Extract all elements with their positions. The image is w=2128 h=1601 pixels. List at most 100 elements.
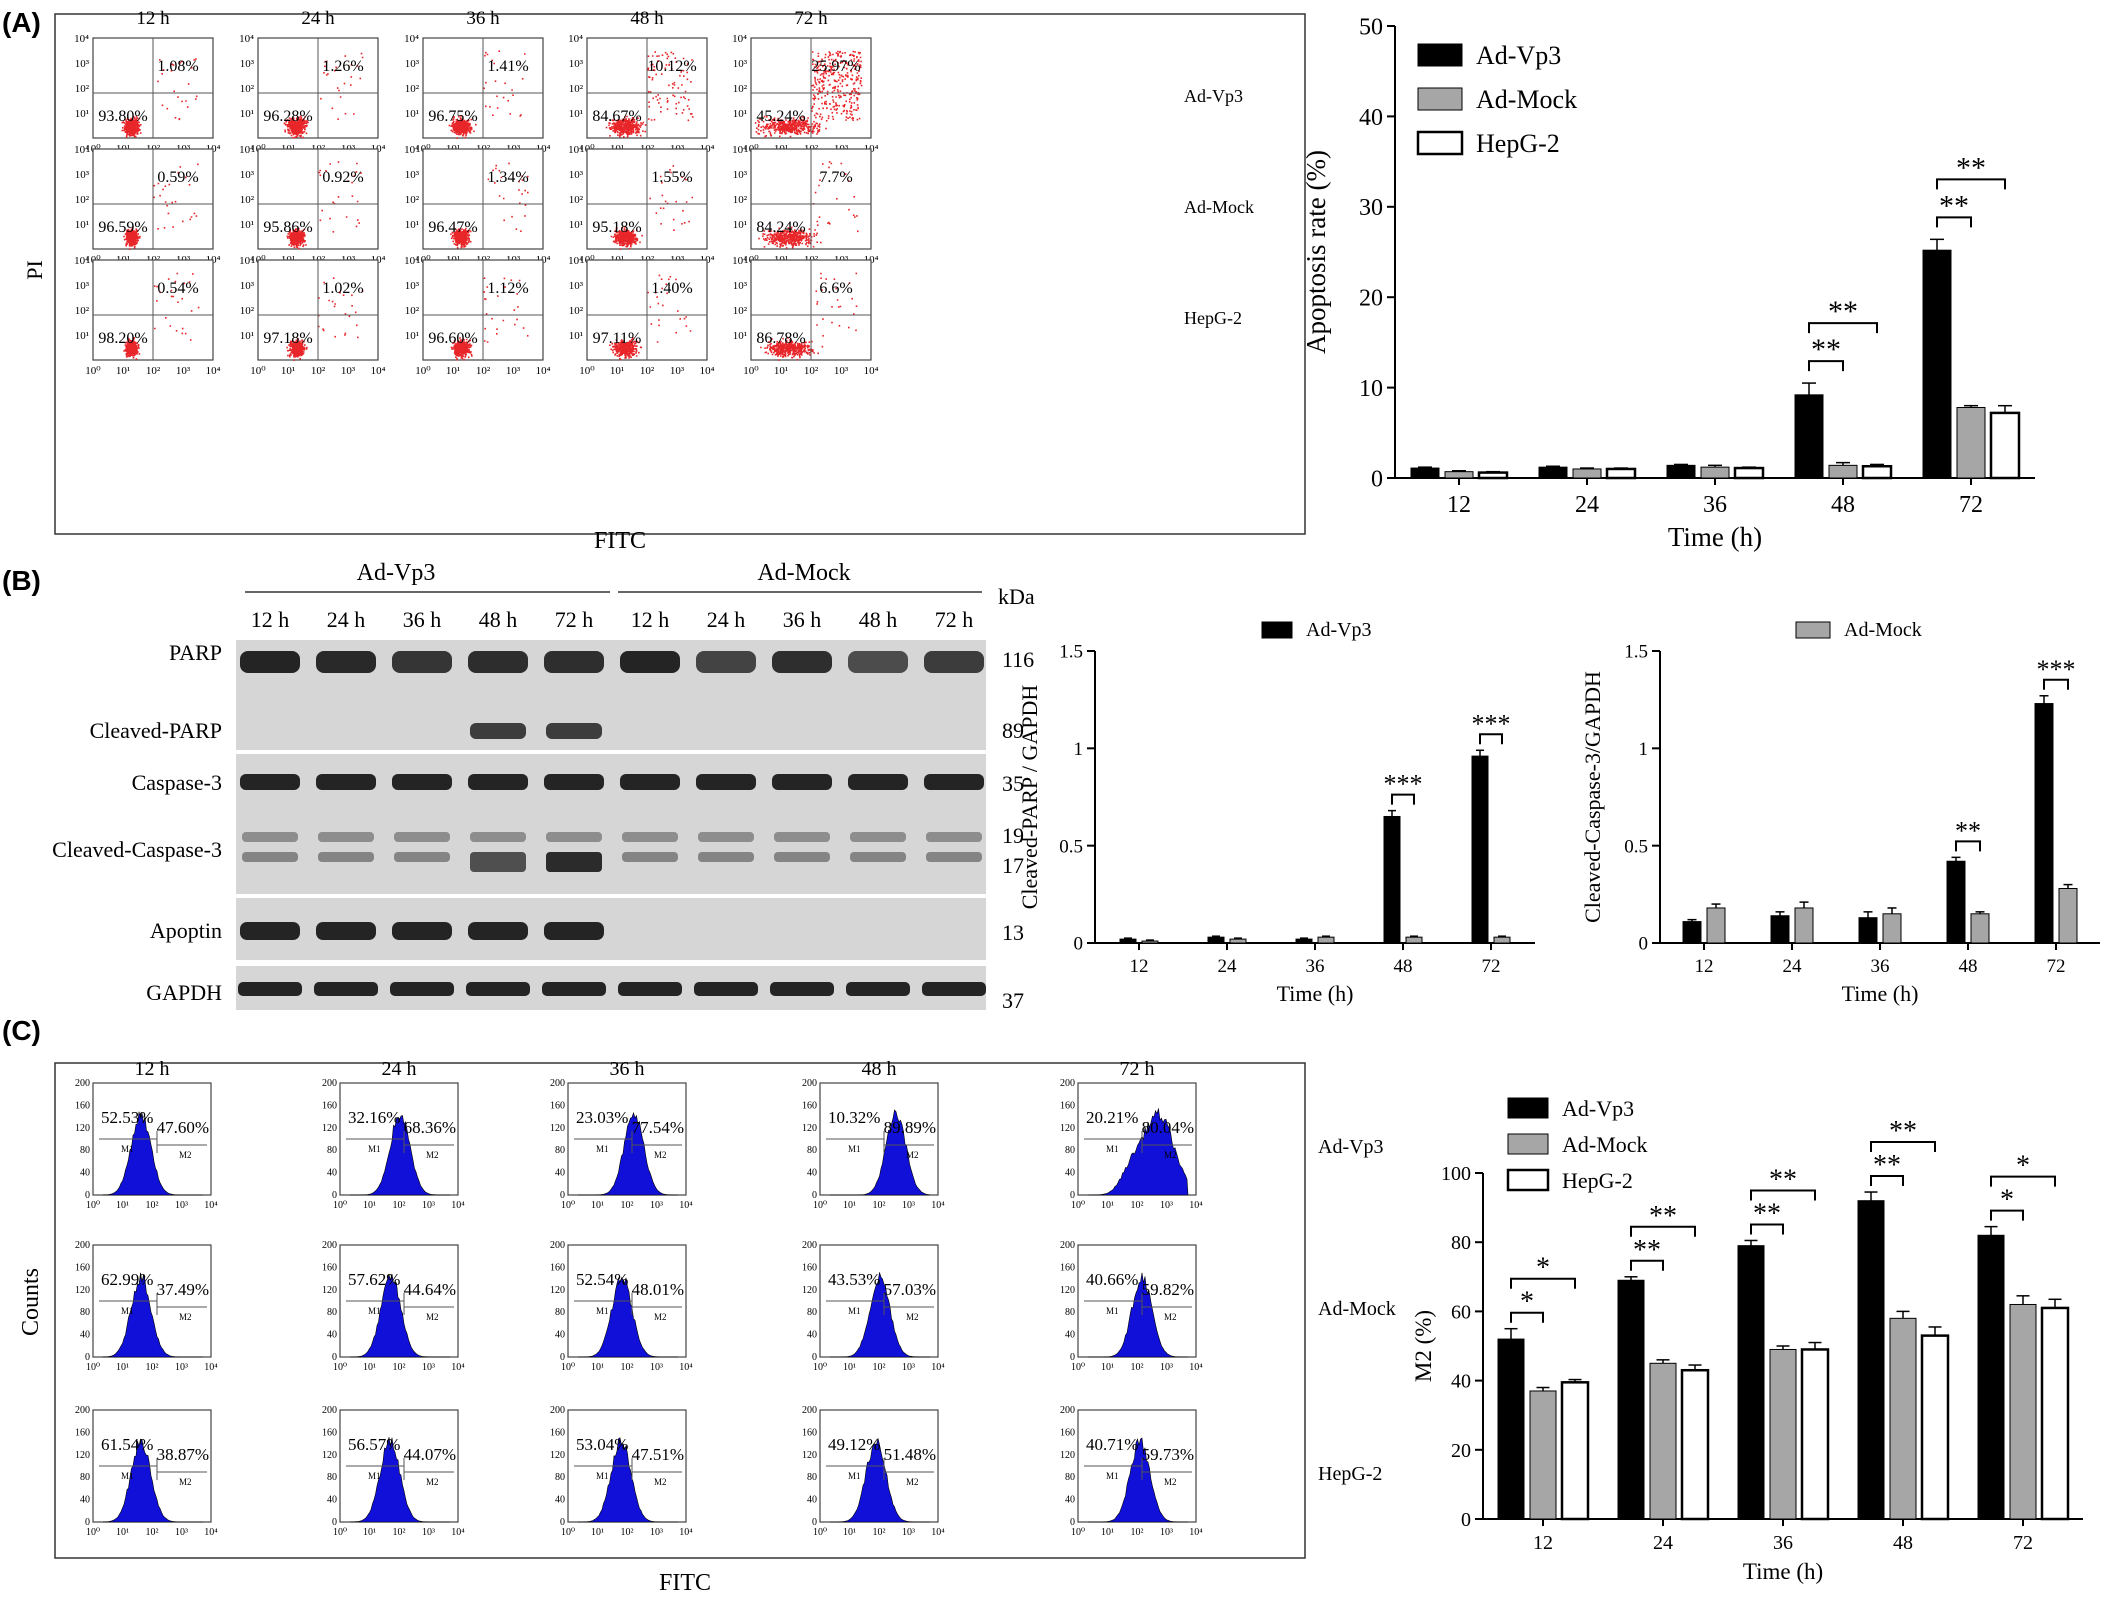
bar — [1229, 938, 1247, 944]
bar — [1769, 1348, 1797, 1520]
bar — [1682, 921, 1702, 944]
y-tick-label: 200 — [550, 1078, 565, 1089]
x-tick-label: 10² — [621, 1527, 634, 1538]
panel-label-a: (A) — [2, 7, 41, 38]
scatter-dots — [605, 51, 694, 138]
m2-percent: 37.49% — [157, 1280, 209, 1299]
protein-label: PARP — [169, 640, 222, 665]
bar — [1700, 466, 1730, 479]
panel-label-b: (B) — [2, 565, 41, 596]
y-tick-label: 10⁴ — [404, 33, 419, 45]
x-tick-label: 10³ — [650, 1362, 663, 1373]
x-tick-label: 10² — [393, 1362, 406, 1373]
bar — [1605, 467, 1637, 480]
bar — [1737, 1245, 1765, 1520]
panel-c-row-label: HepG-2 — [1318, 1463, 1382, 1485]
x-tick-label: 10¹ — [116, 1362, 129, 1373]
x-tick-label: 10³ — [422, 1200, 435, 1211]
significance-bracket — [1955, 840, 1981, 852]
significance-stars: * — [1536, 1253, 1550, 1284]
x-tick-label: 10⁰ — [1071, 1362, 1085, 1373]
significance-bracket — [1479, 733, 1503, 745]
band-apoptin — [544, 922, 604, 940]
bar — [2034, 703, 2054, 944]
x-tick-label: 12 — [1533, 1532, 1553, 1554]
y-tick-label: 10² — [405, 83, 420, 95]
gate-label: M1 — [368, 1144, 381, 1154]
lower-left-percent: 96.60% — [428, 330, 477, 347]
x-tick-label: 10³ — [341, 365, 356, 377]
x-tick-label: 10⁴ — [451, 1200, 465, 1211]
x-tick-label: 10⁰ — [333, 1200, 347, 1211]
x-tick-label: 10³ — [175, 1362, 188, 1373]
band-cleaved-caspase3-17 — [394, 852, 450, 862]
y-tick-label: 80 — [1451, 1232, 1471, 1254]
upper-right-percent: 1.55% — [651, 169, 692, 186]
y-tick-label: 40 — [80, 1330, 90, 1341]
y-tick-label: 120 — [75, 1285, 90, 1296]
legend-label: Ad-Mock — [1844, 619, 1922, 641]
lower-left-percent: 96.47% — [428, 219, 477, 236]
x-tick-label: 48 — [1959, 956, 1978, 977]
upper-right-percent: 0.59% — [157, 169, 198, 186]
panel-c-border — [54, 1062, 1306, 1559]
y-tick-label: 120 — [1060, 1450, 1075, 1461]
x-tick-label: 10⁴ — [204, 1527, 218, 1538]
legend-swatch — [1507, 1097, 1549, 1119]
y-tick-label: 200 — [75, 1078, 90, 1089]
lane-label: 72 h — [935, 607, 974, 632]
scatter-dots — [754, 50, 863, 138]
gate-label: M2 — [426, 1312, 439, 1322]
y-tick-label: 80 — [1065, 1307, 1075, 1318]
bar — [1882, 913, 1902, 944]
bar — [1946, 860, 1966, 944]
y-tick-label: 10⁴ — [74, 33, 89, 45]
band-parp — [392, 651, 452, 673]
y-tick-label: 160 — [1060, 1100, 1075, 1111]
histogram-fill — [1088, 1272, 1188, 1358]
y-tick-label: 10⁴ — [74, 144, 89, 156]
upper-right-percent: 0.92% — [322, 169, 363, 186]
y-tick-label: 160 — [1060, 1262, 1075, 1273]
y-tick-label: 80 — [807, 1145, 817, 1156]
significance-bracket — [1870, 1175, 1904, 1187]
bar — [1493, 936, 1511, 944]
kda-value: 19 — [1002, 823, 1024, 848]
x-tick-label: 12 — [1130, 956, 1149, 977]
y-tick-label: 80 — [807, 1307, 817, 1318]
y-tick-label: 10¹ — [240, 330, 254, 342]
band-apoptin — [468, 922, 528, 940]
x-tick-label: 10⁴ — [536, 365, 551, 377]
upper-right-percent: 1.02% — [322, 280, 363, 297]
lower-left-percent: 93.80% — [98, 108, 147, 125]
y-tick-label: 200 — [75, 1240, 90, 1251]
band-cleaved-caspase3-17 — [546, 852, 602, 872]
y-tick-label: 200 — [322, 1240, 337, 1251]
gate-label: M2 — [906, 1477, 919, 1487]
y-tick-label: 120 — [550, 1123, 565, 1134]
panel-c-row-label: Ad-Vp3 — [1318, 1136, 1384, 1158]
y-tick-label: 0 — [560, 1517, 565, 1528]
scatter-dots — [283, 52, 364, 139]
x-tick-label: 10¹ — [116, 365, 130, 377]
y-tick-label: 160 — [802, 1100, 817, 1111]
y-tick-label: 0 — [560, 1190, 565, 1201]
x-tick-label: 10⁴ — [1189, 1362, 1203, 1373]
y-tick-label: 40 — [1065, 1330, 1075, 1341]
histogram-plot: M1 M2 23.03%77.54% 0 40 80 120 160 200 10⁰ 10¹ 10² 1… — [550, 1078, 693, 1211]
panel-c-col-title: 12 h — [135, 1058, 170, 1080]
y-tick-label: 120 — [550, 1285, 565, 1296]
m1-percent: 53.04% — [576, 1435, 628, 1454]
gate-label: M1 — [368, 1471, 381, 1481]
y-tick-label: 120 — [1060, 1285, 1075, 1296]
y-tick-label: 1 — [1074, 739, 1084, 760]
upper-right-percent: 1.26% — [322, 58, 363, 75]
histogram-plot: M1 M2 56.57%44.07% 0 40 80 120 160 200 10⁰ 10¹ 10² 1… — [322, 1405, 465, 1538]
bar — [1706, 907, 1726, 944]
x-tick-label: 10³ — [422, 1527, 435, 1538]
significance-stars: * — [1520, 1287, 1534, 1318]
panel-a-col-title: 72 h — [794, 8, 828, 29]
